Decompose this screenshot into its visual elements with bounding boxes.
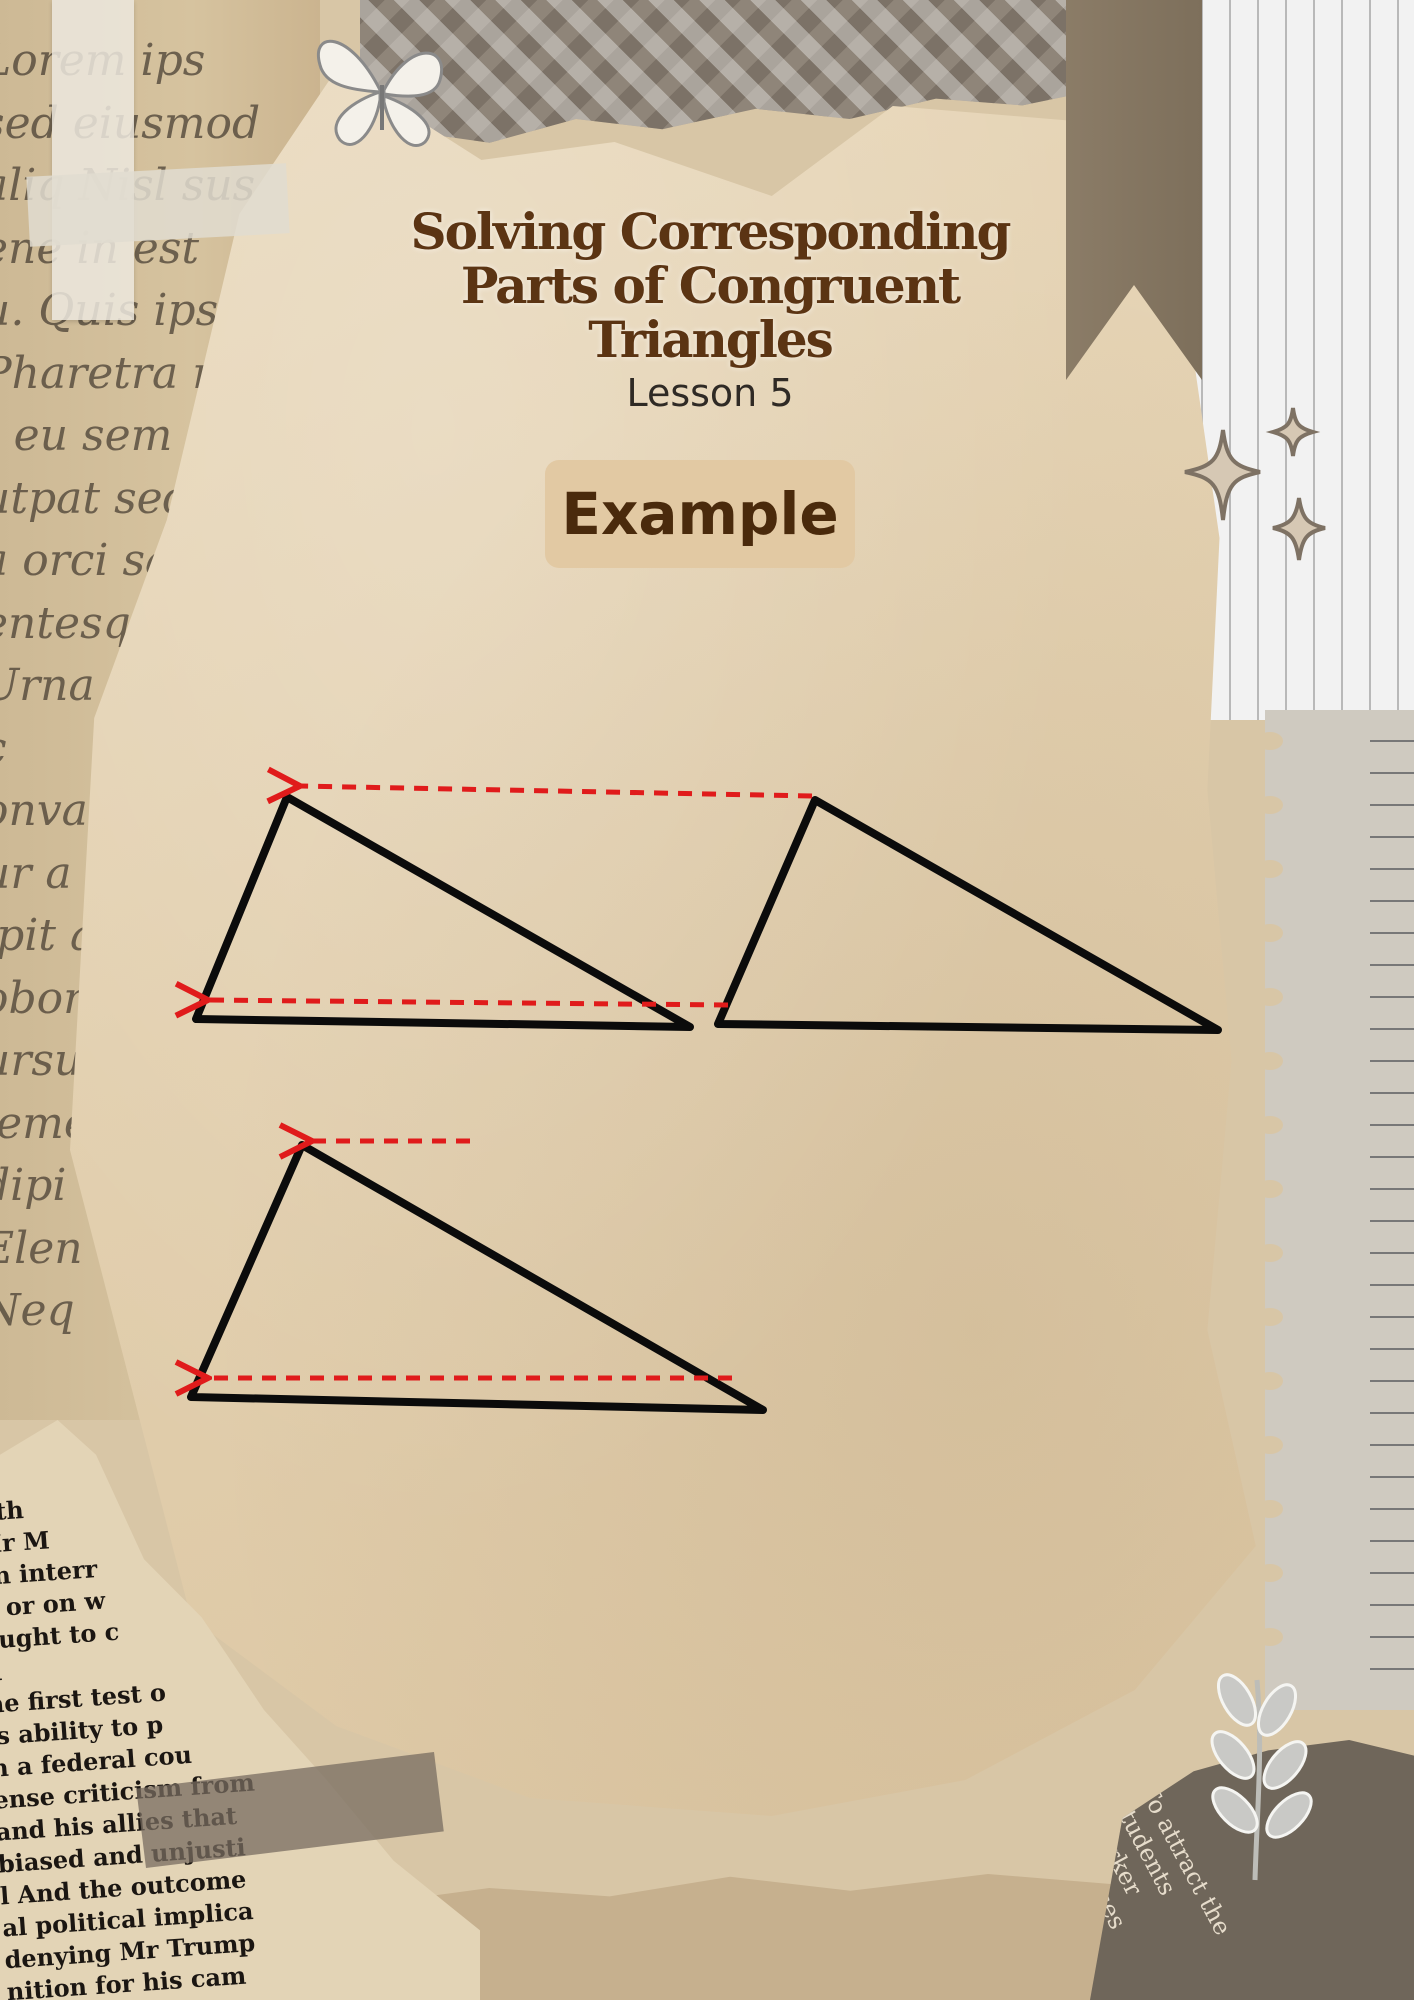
tape-vertical [52,0,134,320]
notebook-rule [1370,1316,1414,1318]
notebook-rule [1370,964,1414,966]
notebook-hole [1257,860,1283,878]
book-text-line: c [0,718,302,781]
butterfly-icon [317,39,443,147]
arrow-top [300,786,813,796]
notebook-hole [1257,1500,1283,1518]
notebook-rule [1370,1476,1414,1478]
notebook-rule [1370,1284,1414,1286]
notebook-rule [1370,932,1414,934]
notebook-hole [1257,924,1283,942]
title-line-2: Parts of Congruent [460,256,961,315]
example-badge: Example [545,460,855,568]
notebook-rule [1370,740,1414,742]
example-label: Example [561,480,839,548]
notebook-rule [1370,1028,1414,1030]
notebook-hole [1257,732,1283,750]
triangle-2 [714,796,1222,1034]
notebook-hole [1257,1244,1283,1262]
notebook-rule [1370,1412,1414,1414]
notebook-hole [1257,1116,1283,1134]
book-text-line: Neq [0,1285,75,1336]
notebook-rule [1370,1604,1414,1606]
notebook-rule [1370,1220,1414,1222]
notebook-rule [1370,1636,1414,1638]
notebook-hole [1257,1308,1283,1326]
notebook-rule [1370,1508,1414,1510]
notebook-rule [1370,804,1414,806]
notebook-hole [1257,796,1283,814]
notebook-hole [1257,1372,1283,1390]
notebook-strip [1257,710,1414,1710]
page-title: Solving Corresponding Parts of Congruent… [370,205,1050,367]
notebook-rule [1370,1156,1414,1158]
page-header: Solving Corresponding Parts of Congruent… [370,205,1050,416]
notebook-hole [1257,988,1283,1006]
notebook-hole [1257,1180,1283,1198]
notebook-rule [1370,1540,1414,1542]
book-text-line: Elen [0,1222,83,1274]
book-text-line: onval [0,785,102,836]
triangle-3 [187,1141,767,1414]
notebook-hole [1257,1628,1283,1646]
notebook-rule [1370,1668,1414,1670]
arrow-middle [208,1000,729,1005]
leaf-sprig-icon [1210,1673,1313,1881]
sparkles-icon [1184,407,1326,561]
notebook-rule [1370,1444,1414,1446]
notebook-rule [1370,836,1414,838]
title-line-3: Triangles [588,310,834,369]
notebook-rule [1370,868,1414,870]
notebook-hole [1257,1052,1283,1070]
notebook-rule [1370,1348,1414,1350]
notebook-rule [1370,996,1414,998]
lesson-label: Lesson 5 [626,371,794,415]
book-text-line: dipi [0,1160,67,1211]
notebook-rule [1370,1188,1414,1190]
notebook-rule [1370,1380,1414,1382]
notebook-rule [1370,1124,1414,1126]
title-line-1: Solving Corresponding [410,202,1012,261]
notebook-rule [1370,1060,1414,1062]
notebook-hole [1257,1564,1283,1582]
notebook-hole [1257,1436,1283,1454]
notebook-rule [1370,1092,1414,1094]
notebook-rule [1370,1252,1414,1254]
notebook-rule [1370,772,1414,774]
notebook-rule [1370,1572,1414,1574]
notebook-rule [1370,900,1414,902]
triangle-1 [192,793,694,1031]
